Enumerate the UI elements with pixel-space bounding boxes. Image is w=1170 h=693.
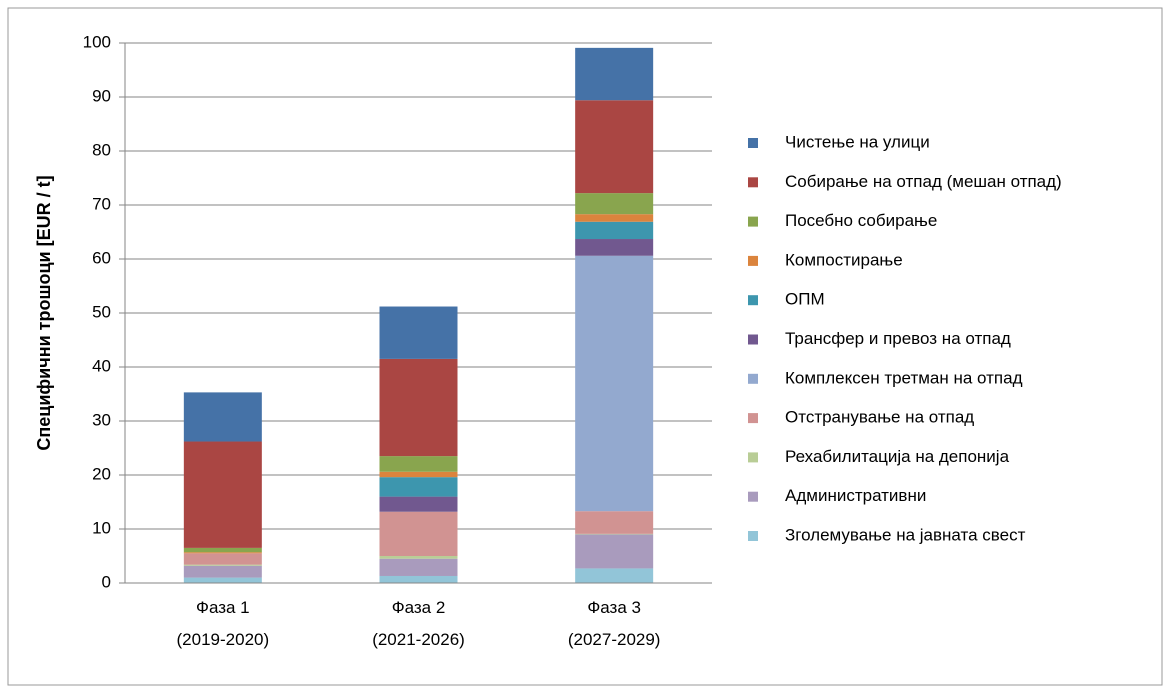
bar-segment [379,558,458,576]
bar-segment [183,565,262,578]
legend-label: Отстранување на отпад [785,408,974,427]
legend-label: Комплексен третман на отпад [785,368,1023,387]
bar-segment [575,239,654,256]
legend-label: Трансфер и превоз на отпад [785,329,1011,348]
bar-segment [575,534,654,569]
legend-swatch [748,177,758,188]
legend-label: Административни [785,486,926,505]
bar-segment [379,496,458,512]
bar-segment [575,100,654,194]
legend-swatch [748,491,758,502]
bar-segment [575,193,654,215]
legend-label: Чистење на улици [785,132,930,151]
bar-segment [575,511,654,534]
bar-segment [379,306,458,359]
legend-swatch [748,373,758,384]
y-tick-label: 50 [92,302,111,321]
bar-segment [183,552,262,554]
y-tick-label: 80 [92,140,111,159]
legend-swatch [748,255,758,266]
legend-swatch [748,334,758,345]
bar-segment [379,358,458,457]
bar-segment [575,221,654,240]
legend-label: Собирање на отпад (мешан отпад) [785,172,1062,191]
y-tick-label: 0 [102,572,111,591]
bar-segment [379,471,458,478]
legend-swatch [748,452,758,463]
legend-label: Зголемување на јавната свест [785,525,1026,544]
legend-label: ОПМ [785,290,825,309]
bar-segment [575,255,654,512]
bar-segment [183,553,262,565]
legend-label: Компостирање [785,250,903,269]
legend-swatch [748,295,758,306]
bar-segment [575,47,654,101]
legend-label: Посебно собирање [785,211,937,230]
bar-segment [379,511,458,556]
bar-segment [575,214,654,222]
bar-segment [575,568,654,583]
x-tick-label: Фаза 1 (2019-2020) [176,598,270,649]
y-axis-label: Специфични трошоци [EUR / t] [34,175,54,450]
y-tick-label: 70 [92,194,111,213]
legend-swatch [748,216,758,227]
legend-swatch [748,413,758,424]
y-tick-label: 60 [92,248,111,267]
bar-segment [183,547,262,553]
y-tick-label: 90 [92,86,111,105]
y-tick-label: 100 [83,32,111,51]
bar-segment [379,575,458,583]
x-tick-label: Фаза 3 (2027-2029) [567,598,661,649]
bar-segment [379,556,458,559]
y-tick-label: 20 [92,464,111,483]
bar-segment [183,441,262,548]
legend-swatch [748,531,758,541]
y-tick-label: 40 [92,356,111,375]
y-tick-label: 10 [92,518,111,537]
legend-label: Рехабилитација на депонија [785,447,1010,466]
bar-segment [575,533,654,535]
bar-segment [379,477,458,497]
bar-segment [183,577,262,583]
bar-segment [183,392,262,442]
y-tick-label: 30 [92,410,111,429]
x-tick-label: Фаза 2 (2021-2026) [372,598,465,649]
bar-segment [183,564,262,566]
legend-swatch [748,138,758,148]
bar-segment [379,456,458,472]
